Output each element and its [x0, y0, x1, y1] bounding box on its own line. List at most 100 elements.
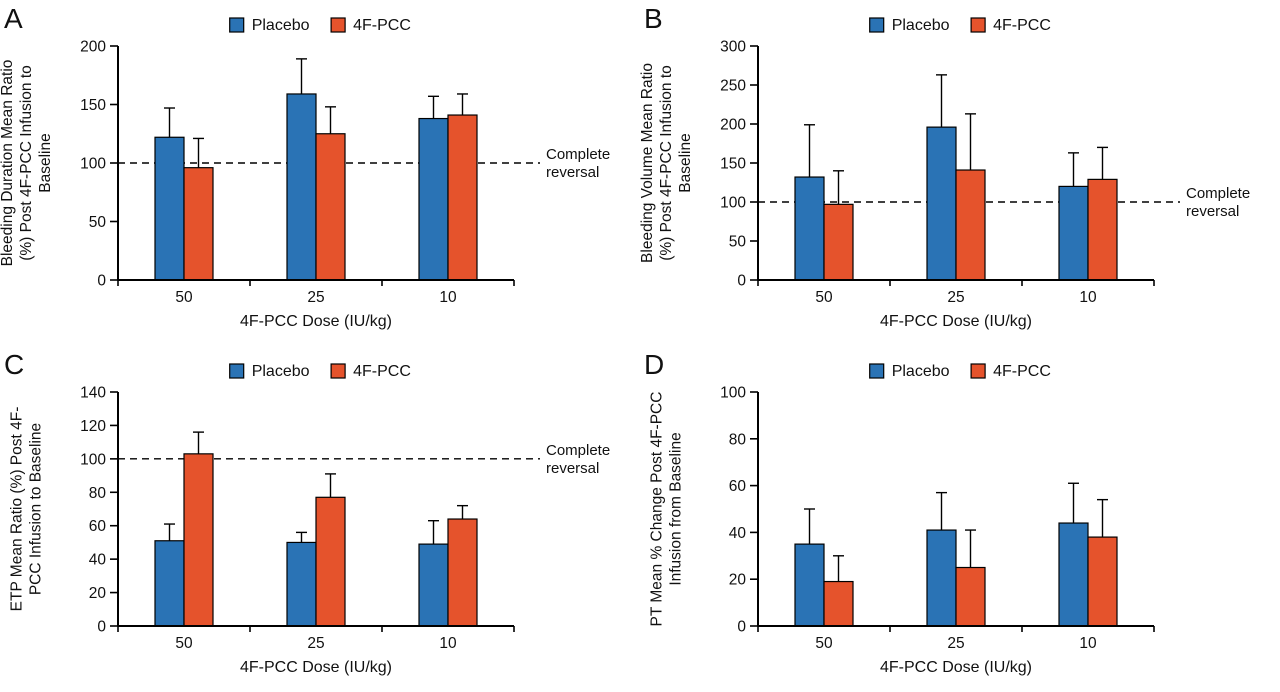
y-tick-label: 40: [89, 552, 107, 569]
reference-line-label: reversal: [1186, 203, 1239, 220]
y-axis-label: PCC Infusion to Baseline: [28, 423, 45, 595]
x-tick-label: 25: [947, 635, 964, 652]
legend-swatch-4f-pcc: [330, 363, 346, 379]
chart-panel-b: B Bleeding Volume Mean Ratio (%) Post 4F-P…: [640, 3, 1250, 330]
x-tick-label: 50: [815, 289, 833, 306]
bar-placebo: [926, 529, 957, 627]
reference-line-label: reversal: [546, 164, 599, 181]
y-axis-label: Infusion from Baseline: [668, 432, 685, 585]
bar-placebo: [1058, 185, 1089, 281]
bar-placebo: [154, 136, 185, 281]
panel-letter: A: [4, 3, 23, 34]
y-tick-label: 150: [720, 156, 746, 173]
bar-4f-pcc: [1087, 536, 1118, 627]
reference-line-label: reversal: [546, 460, 599, 477]
x-tick-label: 25: [307, 289, 324, 306]
bar-4f-pcc: [447, 518, 478, 627]
x-tick-label: 50: [815, 635, 833, 652]
reference-line-label: Complete: [546, 146, 610, 163]
y-axis-label: Baseline: [37, 133, 54, 192]
legend-label: 4F-PCC: [993, 17, 1051, 34]
panel-letter: C: [4, 349, 24, 380]
bar-4f-pcc: [183, 453, 214, 627]
y-axis-label: Bleeding Duration Mean Ratio: [0, 60, 16, 267]
x-axis-title: 4F-PCC Dose (IU/kg): [240, 659, 392, 676]
y-tick-label: 300: [720, 39, 746, 56]
x-tick-label: 25: [307, 635, 324, 652]
bar-placebo: [794, 543, 825, 627]
legend-swatch-placebo: [229, 363, 245, 379]
legend-label: Placebo: [252, 363, 310, 380]
y-tick-label: 50: [89, 214, 107, 231]
x-axis-title: 4F-PCC Dose (IU/kg): [240, 313, 392, 330]
legend-label: Placebo: [892, 17, 950, 34]
bar-4f-pcc: [1087, 178, 1118, 281]
y-tick-label: 120: [80, 418, 106, 435]
y-tick-label: 100: [720, 385, 746, 402]
chart-panel-d: D PT Mean % Change Post 4F-PCC Infusion fr…: [644, 349, 1155, 676]
y-axis-label: ETP Mean Ratio (%) Post 4F-: [9, 407, 26, 612]
bar-4f-pcc: [823, 580, 854, 627]
panel-letter: B: [644, 3, 663, 34]
y-tick-label: 20: [729, 572, 747, 589]
y-axis-label: (%) Post 4F-PCC Infusion to: [658, 65, 675, 261]
bar-4f-pcc: [315, 133, 346, 281]
legend-swatch-4f-pcc: [970, 363, 986, 379]
bar-placebo: [418, 117, 449, 281]
y-tick-label: 250: [720, 78, 746, 95]
y-tick-label: 100: [80, 156, 106, 173]
bar-placebo: [794, 176, 825, 281]
x-axis-title: 4F-PCC Dose (IU/kg): [880, 313, 1032, 330]
bar-placebo: [926, 126, 957, 281]
y-tick-label: 0: [97, 273, 106, 290]
panel-letter: D: [644, 349, 664, 380]
y-axis-label: Bleeding Volume Mean Ratio: [640, 63, 656, 263]
y-axis-label: Baseline: [677, 133, 694, 192]
y-tick-label: 150: [80, 97, 106, 114]
bar-placebo: [286, 93, 317, 281]
x-tick-label: 10: [439, 289, 457, 306]
y-tick-label: 60: [729, 478, 747, 495]
legend-swatch-4f-pcc: [970, 17, 986, 33]
legend-label: Placebo: [252, 17, 310, 34]
bar-placebo: [286, 541, 317, 627]
x-tick-label: 50: [175, 635, 193, 652]
bar-4f-pcc: [447, 114, 478, 281]
chart-panel-a: A Bleeding Duration Mean Ratio (%) Post 4F…: [0, 3, 610, 330]
x-tick-label: 10: [1079, 289, 1097, 306]
x-tick-label: 10: [1079, 635, 1097, 652]
bar-4f-pcc: [315, 496, 346, 627]
bar-placebo: [1058, 522, 1089, 627]
bar-4f-pcc: [955, 169, 986, 281]
y-tick-label: 80: [89, 485, 107, 502]
y-axis-label: (%) Post 4F-PCC Infusion to: [18, 65, 35, 261]
y-axis-label: PT Mean % Change Post 4F-PCC: [649, 392, 666, 627]
y-tick-label: 0: [737, 619, 746, 636]
legend-swatch-placebo: [869, 17, 885, 33]
y-tick-label: 200: [80, 39, 106, 56]
x-tick-label: 25: [947, 289, 964, 306]
bar-4f-pcc: [823, 203, 854, 281]
chart-panel-c: C ETP Mean Ratio (%) Post 4F- PCC Infusion…: [4, 349, 610, 676]
y-tick-label: 80: [729, 431, 747, 448]
reference-line-label: Complete: [546, 442, 610, 459]
y-tick-label: 100: [80, 451, 106, 468]
bar-4f-pcc: [183, 167, 214, 281]
legend-swatch-4f-pcc: [330, 17, 346, 33]
y-tick-label: 50: [729, 234, 747, 251]
legend-label: Placebo: [892, 363, 950, 380]
bar-placebo: [418, 543, 449, 627]
legend-swatch-placebo: [229, 17, 245, 33]
bar-4f-pcc: [955, 566, 986, 627]
legend-label: 4F-PCC: [993, 363, 1051, 380]
legend-label: 4F-PCC: [353, 17, 411, 34]
x-tick-label: 10: [439, 635, 457, 652]
legend-label: 4F-PCC: [353, 363, 411, 380]
y-tick-label: 0: [97, 619, 106, 636]
y-tick-label: 100: [720, 195, 746, 212]
x-axis-title: 4F-PCC Dose (IU/kg): [880, 659, 1032, 676]
reference-line-label: Complete: [1186, 185, 1250, 202]
y-tick-label: 140: [80, 385, 106, 402]
x-tick-label: 50: [175, 289, 193, 306]
